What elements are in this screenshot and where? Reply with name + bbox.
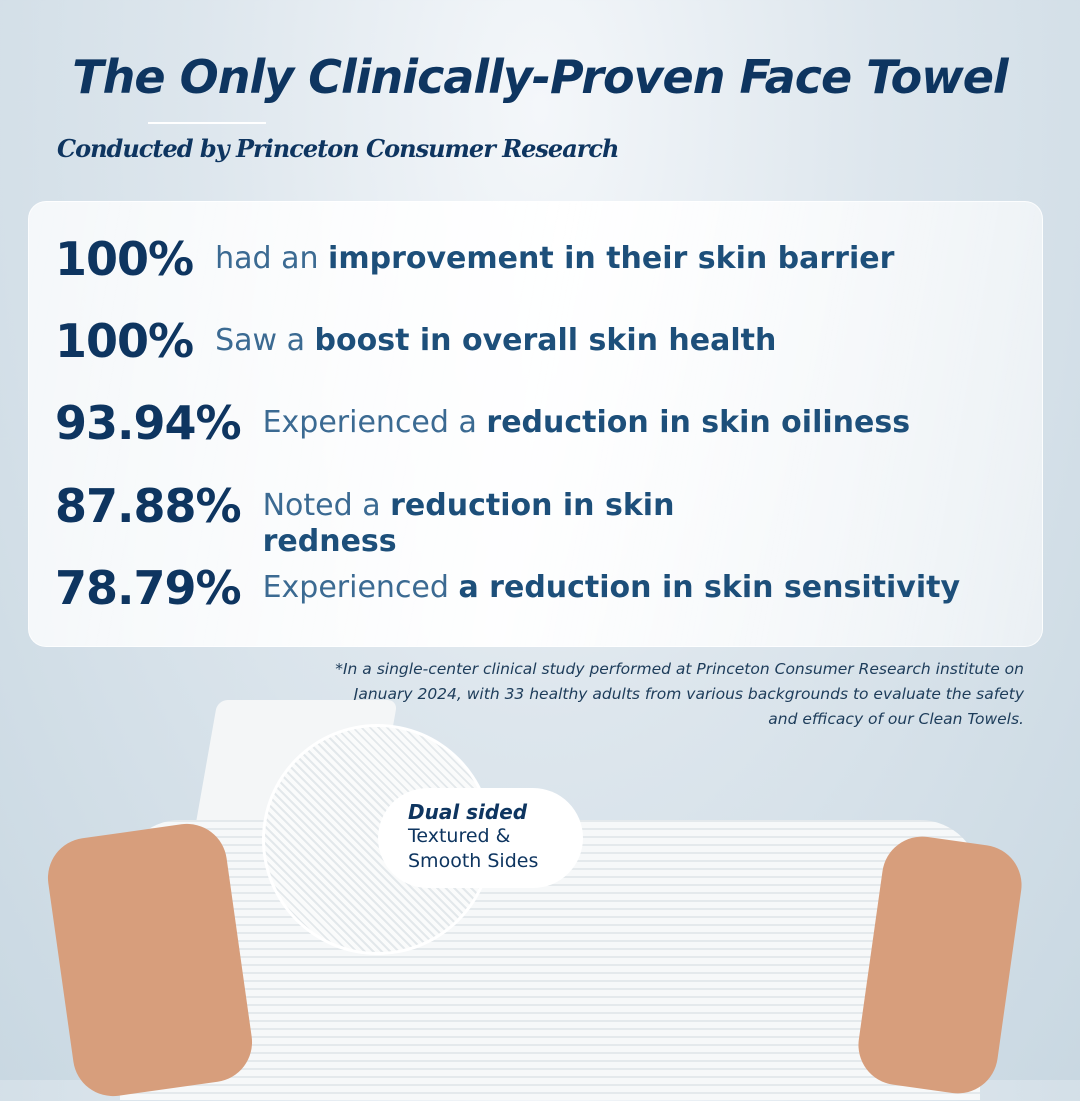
- page-title: The Only Clinically-Proven Face Towel: [72, 50, 1008, 104]
- stat-description: Noted a reduction in skin redness: [262, 488, 675, 559]
- stat-percent: 93.94%: [55, 396, 242, 450]
- stat-description: Experienced a reduction in skin sensitiv…: [262, 570, 961, 605]
- stat-percent: 100%: [55, 232, 194, 286]
- stat-row: 87.88% Noted a reduction in skin redness: [55, 480, 703, 560]
- stat-row: 78.79% Experienced a reduction in skin s…: [55, 562, 960, 614]
- stat-description: had an improvement in their skin barrier: [215, 241, 895, 276]
- left-hand-image: [42, 818, 258, 1101]
- stat-row: 93.94% Experienced a reduction in skin o…: [55, 397, 910, 449]
- stat-percent: 87.88%: [55, 479, 242, 533]
- title-underline: [148, 122, 266, 124]
- stat-row: 100% Saw a boost in overall skin health: [55, 315, 776, 367]
- stat-percent: 78.79%: [55, 561, 242, 615]
- stat-percent: 100%: [55, 314, 194, 368]
- footnote: *In a single-center clinical study perfo…: [335, 660, 1024, 728]
- page-subtitle: Conducted by Princeton Consumer Research: [57, 134, 619, 163]
- stat-row: 100% had an improvement in their skin ba…: [55, 233, 894, 285]
- stat-description: Experienced a reduction in skin oiliness: [262, 405, 911, 440]
- stats-card: [28, 201, 1043, 647]
- dual-sided-callout: Dual sided Textured & Smooth Sides: [378, 788, 583, 888]
- stat-description: Saw a boost in overall skin health: [215, 323, 777, 358]
